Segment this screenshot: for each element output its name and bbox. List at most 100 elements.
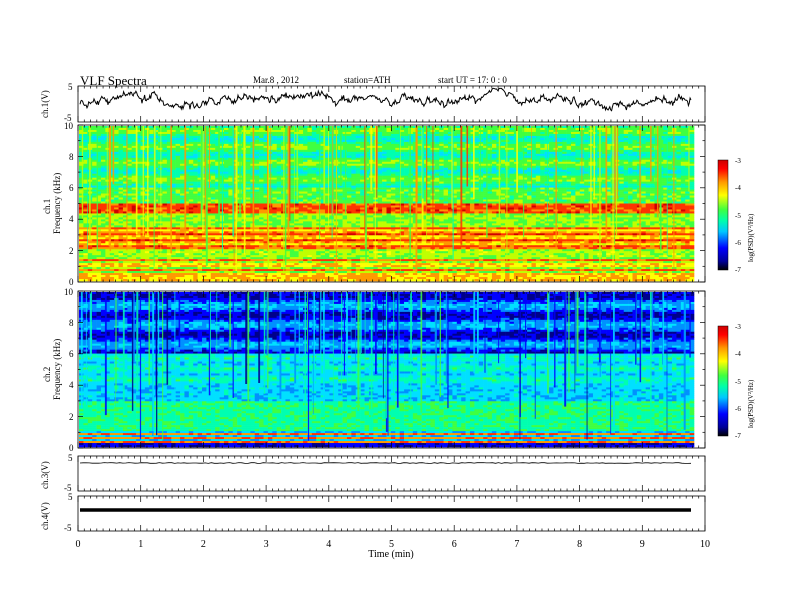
- spectrogram-cell: [636, 145, 642, 149]
- spectrogram-cell: [377, 133, 383, 137]
- spectrogram-cell: [518, 153, 523, 157]
- spectrogram-cell: [452, 127, 458, 131]
- spectrogram-cell: [171, 147, 176, 151]
- spectrogram-cell: [426, 141, 431, 145]
- spectrogram-cell: [311, 195, 317, 198]
- spectrogram-cell: [676, 191, 682, 194]
- spectrogram-cell: [496, 185, 502, 188]
- spectrogram-cell: [575, 167, 581, 171]
- spectrogram-cell: [509, 169, 515, 173]
- spectrogram-cell: [166, 145, 172, 149]
- spectrogram-cell: [127, 161, 133, 165]
- spectrogram-cell: [342, 139, 348, 143]
- spectrogram-cell: [448, 173, 453, 176]
- spectrogram-cell: [109, 153, 115, 157]
- spectrogram-cell: [184, 173, 190, 176]
- spectrogram-cell: [417, 153, 422, 157]
- spectrogram-cell: [571, 163, 576, 167]
- spectrogram-cell: [439, 155, 444, 159]
- spectrogram-cell: [566, 165, 572, 169]
- spectrogram-cell: [294, 167, 299, 171]
- spectrogram-cell: [355, 191, 361, 194]
- spectrogram-cell: [623, 137, 629, 141]
- spectrogram-cell: [311, 165, 317, 169]
- spectrogram-cell: [105, 129, 111, 133]
- spectrogram-cell: [263, 151, 269, 155]
- spectrogram-cell: [628, 175, 633, 178]
- spectrogram-cell: [307, 137, 313, 141]
- spectrogram-cell: [109, 187, 115, 190]
- spectrogram-cell: [654, 135, 660, 139]
- spectrogram-cell: [461, 139, 466, 143]
- spectrogram-cell: [522, 129, 528, 133]
- spectrogram-cell: [171, 153, 176, 157]
- spectrogram-cell: [522, 141, 528, 145]
- spectrogram-cell: [544, 191, 550, 194]
- spectrogram-cell: [483, 145, 488, 149]
- spectrogram-cell: [566, 189, 572, 192]
- spectrogram-cell: [175, 177, 181, 180]
- spectrogram-cell: [606, 131, 611, 135]
- spectrogram-cell: [448, 137, 453, 141]
- spectrogram-cell: [443, 151, 449, 155]
- spectrogram-cell: [518, 187, 523, 190]
- spectrogram-cell: [540, 126, 545, 129]
- spectrogram-cell: [355, 187, 361, 190]
- spectrogram-cell: [360, 173, 365, 176]
- spectrogram-cell: [439, 145, 444, 149]
- spectrogram-cell: [316, 175, 321, 178]
- spectrogram-cell: [478, 185, 484, 188]
- spectrogram-cell: [606, 153, 611, 157]
- spectrogram-cell: [188, 185, 194, 188]
- spectrogram-cell: [496, 161, 502, 165]
- spectrogram-cell: [351, 129, 357, 133]
- spectrogram-cell: [210, 181, 216, 184]
- spectrogram-cell: [100, 195, 106, 198]
- spectrogram-cell: [628, 187, 633, 190]
- spectrogram-cell: [412, 153, 418, 157]
- spectrogram-cell: [184, 143, 190, 147]
- spectrogram-cell: [267, 145, 273, 149]
- spectrogram-cell: [667, 147, 673, 151]
- spectrogram-cell: [434, 141, 440, 145]
- spectrogram-cell: [452, 187, 458, 190]
- spectrogram-cell: [294, 129, 299, 133]
- spectrogram-cell: [606, 127, 611, 131]
- spectrogram-cell: [118, 143, 124, 147]
- spectrogram-cell: [92, 139, 97, 143]
- spectrogram-cell: [316, 157, 321, 161]
- spectrogram-cell: [487, 131, 493, 135]
- spectrogram-cell: [571, 189, 576, 192]
- spectrogram-cell: [303, 131, 308, 135]
- spectrogram-cell: [491, 137, 497, 141]
- spectrogram-cell: [162, 185, 168, 188]
- spectrogram-cell: [636, 165, 642, 169]
- spectrogram-cell: [663, 137, 668, 141]
- spectrogram-cell: [509, 191, 515, 194]
- spectrogram-cell: [663, 179, 668, 182]
- spectrogram-cell: [166, 177, 172, 180]
- spectrogram-cell: [215, 126, 220, 129]
- spectrogram-cell: [351, 143, 357, 147]
- spectrogram-cell: [680, 193, 686, 196]
- spectrogram-cell: [641, 127, 646, 131]
- spectrogram-cell: [491, 143, 497, 147]
- spectrogram-cell: [562, 183, 567, 186]
- spectrogram-cell: [303, 145, 308, 149]
- spectrogram-cell: [206, 175, 212, 178]
- spectrogram-cell: [197, 129, 203, 133]
- spectrogram-cell: [210, 193, 216, 196]
- spectrogram-cell: [197, 175, 203, 178]
- spectrogram-cell: [206, 131, 212, 135]
- spectrogram-cell: [360, 139, 365, 143]
- spectrogram-cell: [342, 141, 348, 145]
- spectrogram-cell: [188, 127, 194, 131]
- spectrogram-cell: [540, 135, 545, 139]
- spectrogram-cell: [478, 167, 484, 171]
- spectrogram-cell: [641, 151, 646, 155]
- spectrogram-cell: [509, 171, 515, 174]
- spectrogram-cell: [390, 165, 396, 169]
- spectrogram-cell: [434, 153, 440, 157]
- spectrogram-cell: [325, 181, 330, 184]
- spectrogram-cell: [245, 171, 251, 174]
